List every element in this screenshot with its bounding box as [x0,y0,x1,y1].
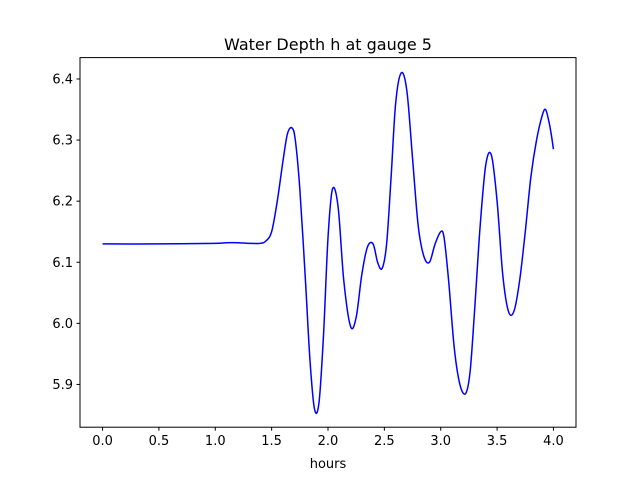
y-tick-label: 6.3 [52,134,73,149]
x-tick-label: 3.0 [430,434,451,449]
x-tick-label: 1.0 [205,434,226,449]
y-axis: 5.9 6.0 6.1 6.2 6.3 6.4 [52,72,80,393]
x-tick-label: 3.5 [487,434,508,449]
x-tick-label: 4.0 [543,434,564,449]
plot-layer [102,71,555,415]
chart-title: Water Depth h at gauge 5 [224,35,432,54]
x-tick-label: 0.5 [149,434,170,449]
x-axis-label: hours [310,457,347,472]
y-tick-label: 5.9 [52,378,73,393]
x-tick-label: 2.0 [318,434,339,449]
x-axis: 0.0 0.5 1.0 1.5 2.0 2.5 3.0 3.5 4.0 [92,427,564,449]
series-line [102,71,555,415]
x-tick-label: 2.5 [374,434,395,449]
x-tick-label: 1.5 [261,434,282,449]
x-tick-label: 0.0 [92,434,113,449]
y-tick-label: 6.2 [52,195,73,210]
y-tick-label: 6.1 [52,256,73,271]
y-tick-label: 6.4 [52,72,73,87]
y-tick-label: 6.0 [52,317,73,332]
